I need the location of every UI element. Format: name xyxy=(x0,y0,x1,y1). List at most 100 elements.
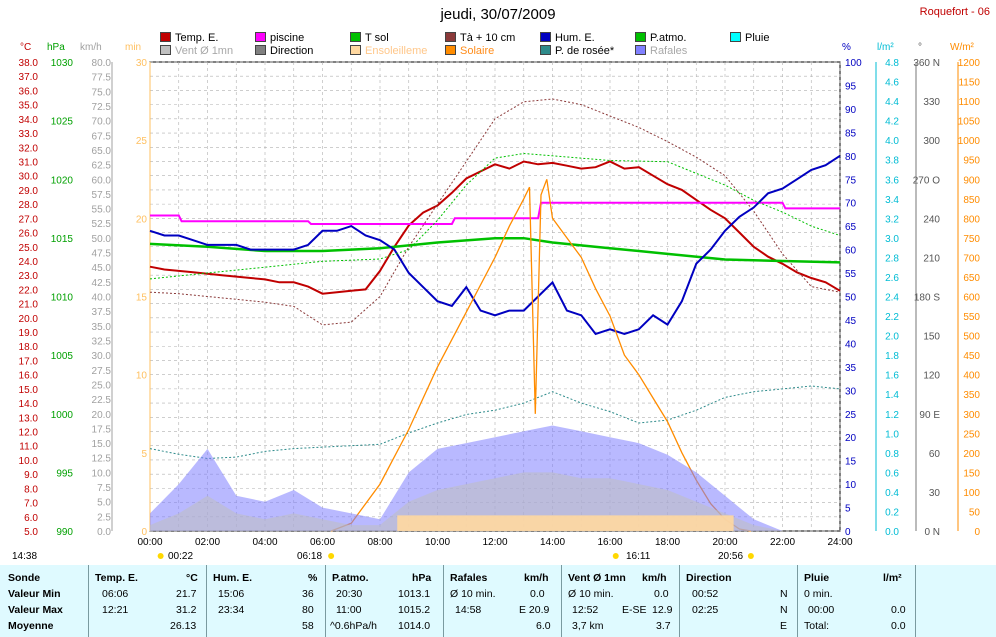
tick-label-dir: 0 N xyxy=(924,527,940,538)
tick-label-solar: 1200 xyxy=(958,58,981,69)
tick-label-dir: 120 xyxy=(923,371,940,382)
tick-label-temp: 5.0 xyxy=(24,527,38,538)
tick-label-solar: 350 xyxy=(963,390,980,401)
legend-pluie: Pluie xyxy=(730,32,769,44)
unit-dir: ° xyxy=(918,42,922,53)
tick-label-rain: 2.2 xyxy=(885,312,899,323)
tick-label-solar: 600 xyxy=(963,293,980,304)
tick-label-dir: 60 xyxy=(929,449,941,460)
tick-label-minutes: 0 xyxy=(141,527,147,538)
cell-temp-min-time: 06:06 xyxy=(102,588,129,600)
cell-vent-min: 0.0 xyxy=(654,588,669,600)
tick-label-solar: 50 xyxy=(969,507,981,518)
legend-swatch xyxy=(445,45,456,55)
th-sonde: Sonde xyxy=(8,572,41,584)
th-rafales-unit: km/h xyxy=(524,572,549,584)
tick-label-solar: 700 xyxy=(963,253,980,264)
th-temp: Temp. E. xyxy=(95,572,138,584)
legend-temp: Temp. E. xyxy=(160,32,218,44)
legend-rosee: P. de rosée* xyxy=(540,45,614,57)
tick-label-rain: 1.0 xyxy=(885,429,899,440)
x-tick-label: 20:00 xyxy=(712,537,737,548)
legend-swatch xyxy=(540,45,551,55)
tick-label-hum: 55 xyxy=(845,269,857,280)
tick-label-rain: 0.6 xyxy=(885,468,899,479)
series-p-atmo- xyxy=(149,152,841,280)
tick-label-wind: 22.5 xyxy=(92,395,112,406)
series-t-sol xyxy=(149,236,841,264)
tick-label-temp: 7.0 xyxy=(24,499,38,510)
th-hum-unit: % xyxy=(308,572,318,584)
tick-label-solar: 500 xyxy=(963,332,980,343)
cell-hum-max: 80 xyxy=(302,604,314,616)
tick-label-press: 1000 xyxy=(51,410,74,421)
tick-label-hum: 45 xyxy=(845,316,857,327)
tick-label-minutes: 15 xyxy=(136,293,148,304)
tick-label-minutes: 25 xyxy=(136,136,148,147)
sun-marker xyxy=(612,553,619,559)
tick-label-wind: 10.0 xyxy=(92,468,112,479)
x-tick-label: 22:00 xyxy=(770,537,795,548)
tick-label-temp: 31.0 xyxy=(19,157,39,168)
table-divider xyxy=(915,565,916,637)
sun-marker xyxy=(328,553,335,559)
tick-label-temp: 34.0 xyxy=(19,115,39,126)
tick-label-wind: 52.5 xyxy=(92,219,112,230)
tick-label-press: 1010 xyxy=(51,293,74,304)
cell-hum-min: 36 xyxy=(302,588,314,600)
tick-label-rain: 2.8 xyxy=(885,253,899,264)
tick-label-hum: 90 xyxy=(845,105,857,116)
tick-label-temp: 10.0 xyxy=(19,456,39,467)
tick-label-wind: 20.0 xyxy=(92,410,112,421)
tick-label-dir: 150 xyxy=(923,332,940,343)
tick-label-solar: 750 xyxy=(963,234,980,245)
legend-hum: Hum. E. xyxy=(540,32,595,44)
cell-dir-max: N xyxy=(780,604,788,616)
tick-label-wind: 15.0 xyxy=(92,439,112,450)
tick-label-rain: 3.2 xyxy=(885,214,899,225)
tick-label-rain: 4.8 xyxy=(885,58,899,69)
tick-label-solar: 450 xyxy=(963,351,980,362)
unit-rain: l/m² xyxy=(877,42,894,53)
row-label-min: Valeur Min xyxy=(8,588,61,600)
tick-label-dir: 270 O xyxy=(913,175,940,186)
th-direction: Direction xyxy=(686,572,732,584)
tick-label-hum: 15 xyxy=(845,457,857,468)
tick-label-rain: 3.6 xyxy=(885,175,899,186)
tick-label-press: 1020 xyxy=(51,175,74,186)
tick-label-press: 1005 xyxy=(51,351,74,362)
tick-label-solar: 800 xyxy=(963,214,980,225)
th-rafales: Rafales xyxy=(450,572,488,584)
tick-label-temp: 6.0 xyxy=(24,513,38,524)
cell-patmo-trend: ^0.6hPa/h xyxy=(330,620,377,632)
cell-patmo-min: 1013.1 xyxy=(398,588,431,600)
series-temp-e- xyxy=(149,160,841,295)
legend-ensoleillement: Ensoleilleme xyxy=(350,45,427,57)
tick-label-wind: 62.5 xyxy=(92,161,112,172)
legend-swatch xyxy=(635,32,646,42)
tick-label-wind: 30.0 xyxy=(92,351,112,362)
tick-label-temp: 32.0 xyxy=(19,143,39,154)
th-vent-unit: km/h xyxy=(642,572,667,584)
series-p-de-ros-e- xyxy=(149,385,841,460)
legend-label: P.atmo. xyxy=(650,32,687,44)
x-tick-label: 16:00 xyxy=(597,537,622,548)
tick-label-wind: 35.0 xyxy=(92,322,112,333)
tick-label-rain: 3.8 xyxy=(885,156,899,167)
unit-hum: % xyxy=(842,42,851,53)
legend-label: Rafales xyxy=(650,45,688,57)
tick-label-minutes: 20 xyxy=(136,214,148,225)
x-tick-label: 18:00 xyxy=(655,537,680,548)
tick-label-wind: 50.0 xyxy=(92,234,112,245)
tick-label-temp: 26.0 xyxy=(19,229,39,240)
series-solaire xyxy=(330,179,752,532)
tick-label-temp: 35.0 xyxy=(19,101,39,112)
legend-swatch xyxy=(350,45,361,55)
legend-swatch xyxy=(730,32,741,42)
cell-hum-avg: 58 xyxy=(302,620,314,632)
tick-label-dir: 300 xyxy=(923,136,940,147)
tick-label-wind: 65.0 xyxy=(92,146,112,157)
tick-label-press: 1030 xyxy=(51,58,74,69)
legend-direction: Direction xyxy=(255,45,313,57)
tick-label-temp: 22.0 xyxy=(19,285,39,296)
